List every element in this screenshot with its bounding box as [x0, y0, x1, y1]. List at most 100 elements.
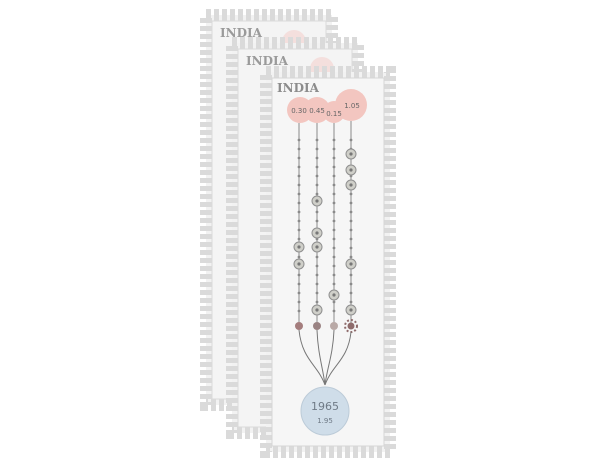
- stamp-back-country: INDIA: [220, 26, 263, 40]
- thread-dot: [297, 192, 301, 196]
- thread-dot: [332, 156, 336, 160]
- thread-dot: [349, 219, 353, 223]
- thread-dot: [297, 210, 301, 214]
- thread-dot: [315, 183, 319, 187]
- thread-dot: [315, 264, 319, 268]
- thread-dot: [315, 291, 319, 295]
- thread-dot: [297, 147, 301, 151]
- thread-dot: [315, 165, 319, 169]
- thread-dot: [297, 309, 301, 313]
- base-dot-1: [295, 322, 303, 330]
- thread-dot: [315, 219, 319, 223]
- thread-dot: [297, 156, 301, 160]
- thread-dot: [332, 246, 336, 250]
- thread-dot: [332, 210, 336, 214]
- thread-dot: [332, 147, 336, 151]
- thread-dot: [332, 300, 336, 304]
- thread-dot: [297, 282, 301, 286]
- thread-dot: [297, 228, 301, 232]
- thread-dot: [297, 201, 301, 205]
- stamp-front-inner: [271, 77, 385, 447]
- thread-dot: [349, 210, 353, 214]
- stamp-front: INDIA 0.30 0.45 0.15 1.05: [260, 66, 396, 458]
- thread-dot: [297, 165, 301, 169]
- thread-dot: [349, 273, 353, 277]
- thread-dot: [315, 255, 319, 259]
- thread-dot: [297, 237, 301, 241]
- thread-dot: [332, 192, 336, 196]
- thread-ring-center: [349, 262, 353, 266]
- value-bubble-4: [335, 89, 367, 121]
- thread-dot: [332, 228, 336, 232]
- thread-ring-center: [297, 245, 301, 249]
- thread-ring-center: [349, 152, 353, 156]
- thread-ring-center: [332, 293, 336, 297]
- thread-dot: [349, 237, 353, 241]
- value-label-2: 0.45: [309, 107, 325, 115]
- thread-dot: [315, 300, 319, 304]
- thread-ring-center: [315, 308, 319, 312]
- thread-dot: [332, 264, 336, 268]
- thread-dot: [349, 228, 353, 232]
- thread-dot: [315, 192, 319, 196]
- thread-dot: [297, 300, 301, 304]
- thread-dot: [332, 273, 336, 277]
- thread-dot: [297, 138, 301, 142]
- thread-dot: [349, 291, 353, 295]
- thread-ring-center: [349, 308, 353, 312]
- thread-dot: [297, 291, 301, 295]
- thread-dot: [297, 255, 301, 259]
- thread-dot: [315, 282, 319, 286]
- thread-ring-center: [315, 231, 319, 235]
- year-value-label: 1.95: [317, 417, 333, 425]
- thread-dot: [297, 219, 301, 223]
- curve-1: [298, 329, 326, 386]
- thread-dot: [349, 192, 353, 196]
- thread-dot: [297, 273, 301, 277]
- thread-dot: [349, 201, 353, 205]
- thread-dot: [349, 138, 353, 142]
- curve-4: [324, 331, 352, 386]
- thread-dot: [297, 174, 301, 178]
- year-bubble: [300, 386, 350, 436]
- thread-dot: [332, 282, 336, 286]
- base-dot-2: [313, 322, 321, 330]
- thread-dot: [297, 183, 301, 187]
- thread-ring-center: [349, 168, 353, 172]
- thread-dot: [332, 183, 336, 187]
- stamp-middle-country: INDIA: [246, 54, 289, 68]
- year-label: 1965: [311, 400, 339, 413]
- base-dot-3: [330, 322, 338, 330]
- thread-dot: [349, 255, 353, 259]
- value-label-1: 0.30: [291, 107, 307, 115]
- thread-dot: [315, 210, 319, 214]
- thread-dot: [315, 174, 319, 178]
- value-label-4: 1.05: [344, 102, 360, 110]
- thread-dot: [332, 237, 336, 241]
- curve-2: [316, 329, 326, 386]
- thread-dot: [332, 255, 336, 259]
- thread-dot: [332, 219, 336, 223]
- thread-beads: [293, 138, 357, 316]
- thread-dot: [349, 246, 353, 250]
- converging-curves: [298, 329, 352, 386]
- thread-dot: [315, 156, 319, 160]
- thread-dot: [332, 174, 336, 178]
- thread-ring-center: [315, 199, 319, 203]
- value-bubble-2: [304, 97, 330, 123]
- thread-dot: [349, 300, 353, 304]
- thread-dot: [315, 147, 319, 151]
- thread-dot: [315, 138, 319, 142]
- stamp-front-country: INDIA: [277, 81, 320, 95]
- curve-3: [324, 329, 335, 386]
- thread-dot: [332, 165, 336, 169]
- thread-ring-center: [315, 245, 319, 249]
- thread-dot: [332, 201, 336, 205]
- thread-dot: [349, 282, 353, 286]
- value-label-3: 0.15: [326, 110, 342, 118]
- thread-dot: [332, 138, 336, 142]
- thread-dot: [315, 273, 319, 277]
- thread-ring-center: [297, 262, 301, 266]
- thread-dot: [332, 309, 336, 313]
